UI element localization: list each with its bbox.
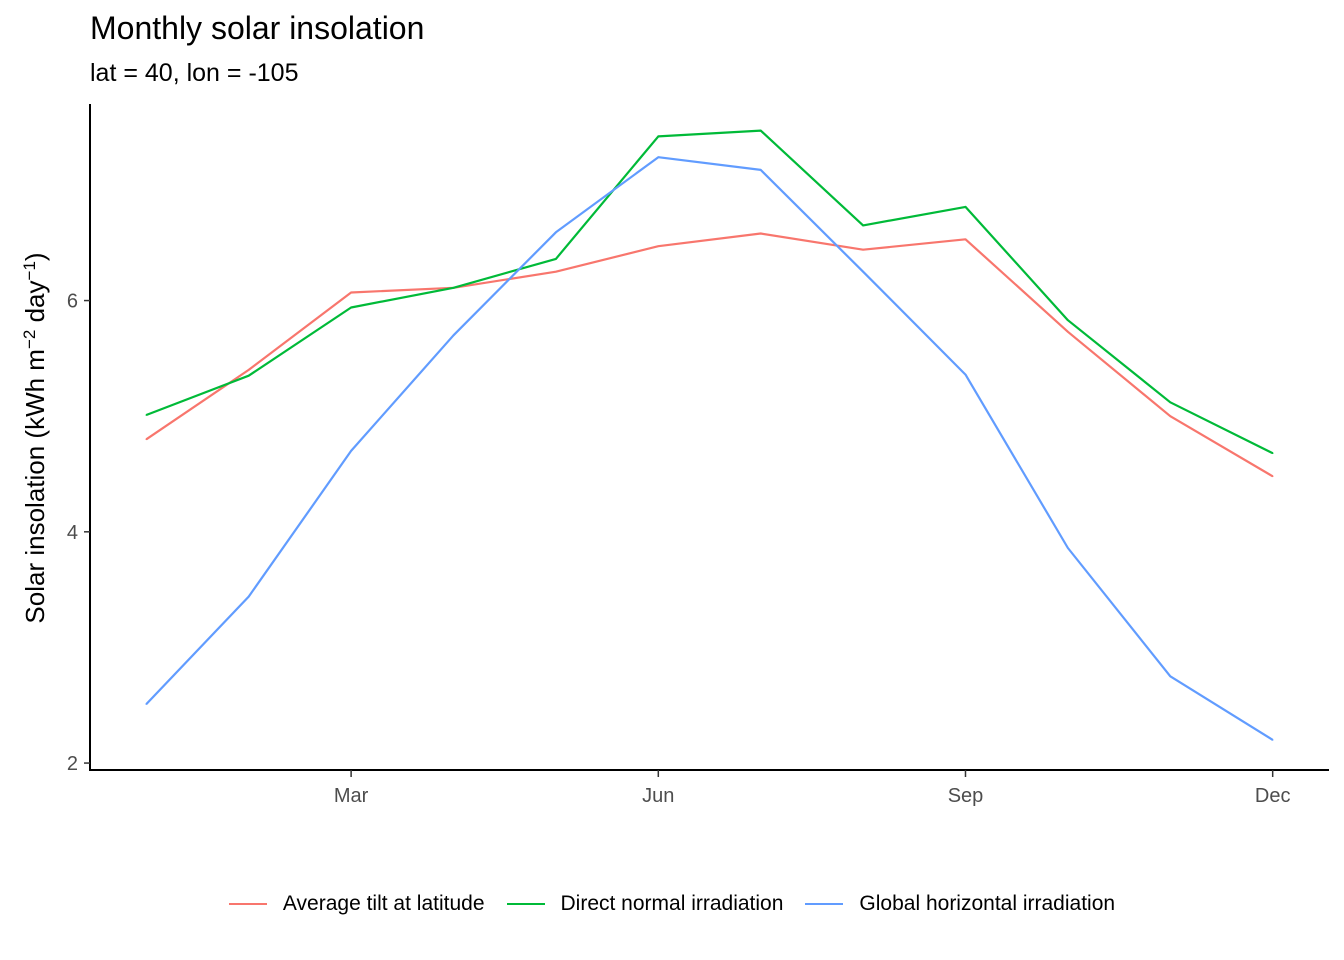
data-point bbox=[247, 369, 250, 371]
legend-key bbox=[506, 903, 545, 905]
data-point bbox=[555, 258, 557, 260]
y-ticks: 2 4 6 bbox=[67, 291, 90, 775]
data-point bbox=[145, 438, 148, 441]
legend-label: Direct normal irradiation bbox=[560, 892, 784, 915]
legend-item: Global horizontal irradiation bbox=[805, 892, 1115, 916]
data-point bbox=[1169, 675, 1172, 678]
data-point bbox=[1067, 331, 1069, 333]
x-tick-label: Jun bbox=[642, 785, 674, 807]
data-point bbox=[452, 334, 455, 337]
data-point bbox=[657, 245, 660, 247]
data-point bbox=[759, 129, 762, 132]
y-axis-title-part3: ) bbox=[20, 252, 50, 261]
data-point bbox=[862, 270, 864, 273]
data-point bbox=[247, 374, 250, 377]
series-line-1 bbox=[145, 232, 1274, 478]
chart-plot: 2 4 6 Mar Jun Sep Dec Solar insolation (kWh m… bbox=[20, 104, 1329, 807]
y-axis-title: Solar insolation (kWh m−2 day−1) bbox=[20, 252, 51, 623]
legend-item: Average tilt at latitude bbox=[228, 892, 485, 916]
data-point bbox=[350, 306, 352, 309]
data-point bbox=[350, 450, 352, 452]
data-point bbox=[1169, 401, 1172, 404]
x-ticks: Mar Jun Sep Dec bbox=[334, 770, 1291, 807]
chart-subtitle: lat = 40, lon = -105 bbox=[90, 59, 299, 87]
chart-title: Monthly solar insolation bbox=[90, 10, 425, 46]
data-point bbox=[964, 373, 967, 376]
data-point bbox=[555, 270, 557, 273]
data-point bbox=[145, 703, 148, 705]
y-axis-title-sup2: −1 bbox=[20, 261, 39, 280]
data-point bbox=[1067, 547, 1069, 549]
legend-key bbox=[805, 903, 844, 905]
data-point bbox=[759, 232, 762, 235]
y-tick-label: 4 bbox=[67, 522, 78, 544]
data-point bbox=[964, 238, 967, 241]
data-point bbox=[862, 224, 864, 227]
data-point bbox=[145, 414, 148, 416]
data-point bbox=[1169, 415, 1172, 418]
series-line-3 bbox=[145, 156, 1274, 741]
legend-key bbox=[228, 903, 267, 905]
data-point bbox=[247, 595, 250, 598]
y-axis-title-sup1: −2 bbox=[20, 330, 39, 349]
series-layer bbox=[145, 129, 1274, 741]
data-point bbox=[657, 156, 660, 158]
x-tick-label: Mar bbox=[334, 785, 369, 807]
data-point bbox=[657, 135, 660, 138]
x-tick-label: Sep bbox=[948, 785, 984, 807]
data-point bbox=[862, 248, 864, 251]
data-point bbox=[1271, 452, 1274, 455]
y-tick-label: 6 bbox=[67, 291, 78, 313]
data-point bbox=[1271, 475, 1274, 478]
data-point bbox=[350, 291, 352, 294]
legend-item: Direct normal irradiation bbox=[506, 892, 784, 916]
legend: Average tilt at latitude Direct normal ir… bbox=[0, 892, 1344, 916]
y-axis-title-part1: Solar insolation (kWh m bbox=[20, 349, 50, 624]
series-line-2 bbox=[145, 129, 1274, 455]
x-tick-label: Dec bbox=[1255, 785, 1291, 807]
data-point bbox=[759, 169, 762, 171]
data-point bbox=[1271, 739, 1274, 741]
data-point bbox=[1067, 319, 1069, 322]
y-tick-label: 2 bbox=[67, 753, 78, 775]
data-point bbox=[964, 206, 967, 208]
y-axis-title-part2: day bbox=[20, 280, 50, 329]
legend-label: Average tilt at latitude bbox=[282, 892, 485, 915]
data-point bbox=[555, 231, 557, 234]
legend-label: Global horizontal irradiation bbox=[859, 892, 1116, 915]
data-point bbox=[452, 287, 455, 289]
